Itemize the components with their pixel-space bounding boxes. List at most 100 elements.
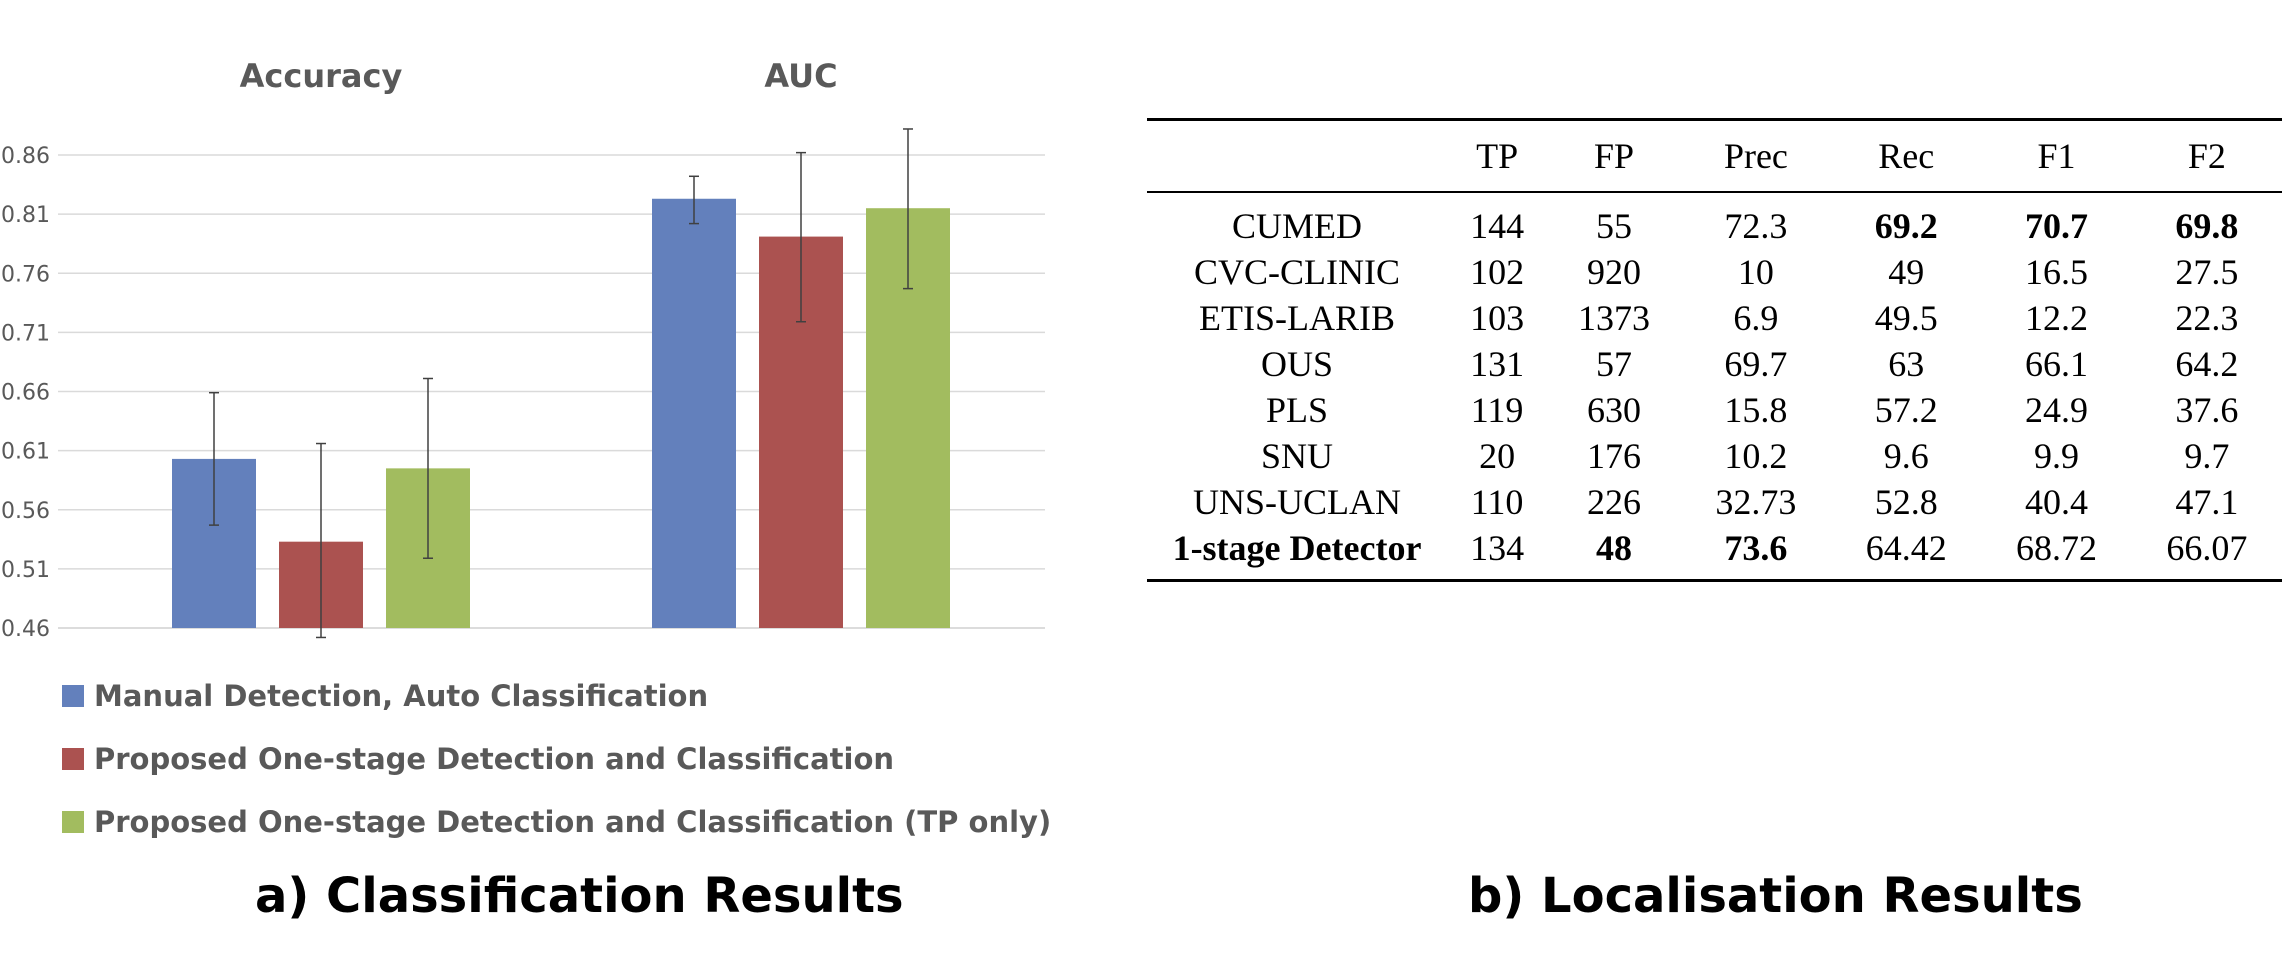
column-header-rec: Rec — [1878, 136, 1935, 176]
value-cell: 40.4 — [2025, 482, 2089, 522]
legend-swatch-proposed — [62, 747, 84, 770]
column-header-f1: F1 — [2037, 136, 2076, 176]
value-cell: 630 — [1586, 390, 1641, 430]
table-row: UNS-UCLAN 110 226 32.73 52.8 40.4 47.1 — [1147, 479, 2282, 525]
table-row: PLS 119 630 15.8 57.2 24.9 37.6 — [1147, 387, 2282, 433]
value-cell: 15.8 — [1724, 390, 1788, 430]
y-tick-label: 0.56 — [1, 499, 50, 524]
table-row: 1-stage Detector 134 48 73.6 64.42 68.72 66.07 — [1147, 525, 2282, 581]
method-cell: 1-stage Detector — [1172, 528, 1422, 568]
column-header-f2: F2 — [2187, 136, 2226, 176]
y-tick-label: 0.51 — [1, 558, 50, 583]
value-cell: 9.6 — [1883, 436, 1929, 476]
value-cell: 27.5 — [2175, 252, 2239, 292]
value-cell: 69.7 — [1724, 344, 1788, 384]
value-cell: 48 — [1595, 528, 1632, 568]
column-header-tp: TP — [1476, 136, 1519, 176]
value-cell: 73.6 — [1724, 528, 1788, 568]
column-header-fp: FP — [1593, 136, 1634, 176]
value-cell: 920 — [1586, 252, 1641, 292]
value-cell: 32.73 — [1715, 482, 1797, 522]
value-cell: 72.3 — [1724, 206, 1788, 246]
table-header-row: TP FP Prec Rec F1 F2 — [1147, 119, 2282, 193]
y-tick-label: 0.76 — [1, 262, 50, 287]
value-cell: 70.7 — [2025, 206, 2089, 246]
bar-chart: 0.46 0.51 0.56 0.61 0.66 0.71 0.76 0.81 0.86 Accu… — [0, 0, 1060, 790]
legend-label-manual: Manual Detection, Auto Classification — [94, 678, 709, 713]
value-cell: 12.2 — [2025, 298, 2089, 338]
value-cell: 9.7 — [2184, 436, 2230, 476]
value-cell: 64.2 — [2175, 344, 2239, 384]
value-cell: 119 — [1470, 390, 1524, 430]
table-body: CUMED 144 55 72.3 69.2 70.7 69.8 CVC-CLINIC 102 9… — [1147, 192, 2282, 581]
localisation-results-table: TP FP Prec Rec F1 F2 CUMED 144 55 72.3 69.2 70.7 69… — [1147, 118, 2282, 582]
method-cell: UNS-UCLAN — [1192, 482, 1401, 522]
value-cell: 57.2 — [1874, 390, 1938, 430]
method-cell: OUS — [1260, 344, 1334, 384]
value-cell: 49 — [1888, 252, 1925, 292]
y-tick-label: 0.86 — [1, 144, 50, 169]
group-title-auc: AUC — [764, 57, 837, 95]
value-cell: 55 — [1595, 206, 1632, 246]
table-row: OUS 131 57 69.7 63 66.1 64.2 — [1147, 341, 2282, 387]
value-cell: 20 — [1479, 436, 1516, 476]
method-cell: PLS — [1265, 390, 1329, 430]
method-cell: SNU — [1260, 436, 1334, 476]
value-cell: 37.6 — [2175, 390, 2239, 430]
value-cell: 131 — [1470, 344, 1525, 384]
caption-classification-results: a) Classification Results — [255, 868, 904, 924]
value-cell: 64.42 — [1865, 528, 1947, 568]
value-cell: 69.2 — [1874, 206, 1938, 246]
group-title-accuracy: Accuracy — [240, 57, 403, 95]
legend-item-proposed: Proposed One-stage Detection and Classif… — [62, 727, 1051, 790]
value-cell: 10 — [1737, 252, 1774, 292]
value-cell: 134 — [1470, 528, 1525, 568]
value-cell: 52.8 — [1874, 482, 1938, 522]
value-cell: 144 — [1470, 206, 1525, 246]
y-tick-label: 0.81 — [1, 203, 50, 228]
y-tick-label: 0.66 — [1, 381, 50, 406]
value-cell: 110 — [1470, 482, 1524, 522]
value-cell: 9.9 — [2034, 436, 2080, 476]
table-row: ETIS-LARIB 103 1373 6.9 49.5 12.2 22.3 — [1147, 295, 2282, 341]
value-cell: 176 — [1586, 436, 1641, 476]
value-cell: 66.07 — [2166, 528, 2248, 568]
value-cell: 66.1 — [2025, 344, 2089, 384]
value-cell: 6.9 — [1733, 298, 1779, 338]
y-tick-label: 0.61 — [1, 440, 50, 465]
legend-label-proposed-tp: Proposed One-stage Detection and Classif… — [94, 804, 1052, 839]
legend-label-proposed: Proposed One-stage Detection and Classif… — [94, 741, 895, 776]
value-cell: 49.5 — [1874, 298, 1938, 338]
value-cell: 69.8 — [2175, 206, 2239, 246]
table-row: CUMED 144 55 72.3 69.2 70.7 69.8 — [1147, 192, 2282, 249]
value-cell: 10.2 — [1724, 436, 1788, 476]
legend-swatch-proposed-tp — [62, 810, 84, 833]
column-header-prec: Prec — [1723, 136, 1788, 176]
value-cell: 1373 — [1577, 298, 1650, 338]
y-tick-label: 0.46 — [1, 617, 50, 642]
table-row: SNU 20 176 10.2 9.6 9.9 9.7 — [1147, 433, 2282, 479]
value-cell: 68.72 — [2016, 528, 2098, 568]
value-cell: 22.3 — [2175, 298, 2239, 338]
caption-localisation-results: b) Localisation Results — [1468, 868, 2083, 924]
column-header-method — [1147, 120, 1447, 193]
method-cell: CUMED — [1231, 206, 1362, 246]
value-cell: 57 — [1595, 344, 1632, 384]
bar-auc-manual — [652, 198, 736, 628]
value-cell: 24.9 — [2025, 390, 2089, 430]
value-cell: 63 — [1888, 344, 1925, 384]
legend-swatch-manual — [62, 684, 84, 707]
chart-legend: Manual Detection, Auto Classification Pr… — [62, 664, 1051, 853]
value-cell: 16.5 — [2025, 252, 2089, 292]
value-cell: 226 — [1586, 482, 1641, 522]
table-row: CVC-CLINIC 102 920 10 49 16.5 27.5 — [1147, 249, 2282, 295]
method-cell: CVC-CLINIC — [1194, 252, 1400, 292]
bar-chart-plot: 0.46 0.51 0.56 0.61 0.66 0.71 0.76 0.81 0.86 Accu… — [1, 57, 1045, 642]
method-cell: ETIS-LARIB — [1199, 298, 1395, 338]
legend-item-manual: Manual Detection, Auto Classification — [62, 664, 1051, 727]
legend-item-proposed-tp: Proposed One-stage Detection and Classif… — [62, 790, 1051, 853]
value-cell: 103 — [1470, 298, 1525, 338]
y-tick-label: 0.71 — [1, 321, 50, 346]
value-cell: 47.1 — [2175, 482, 2239, 522]
value-cell: 102 — [1470, 252, 1525, 292]
